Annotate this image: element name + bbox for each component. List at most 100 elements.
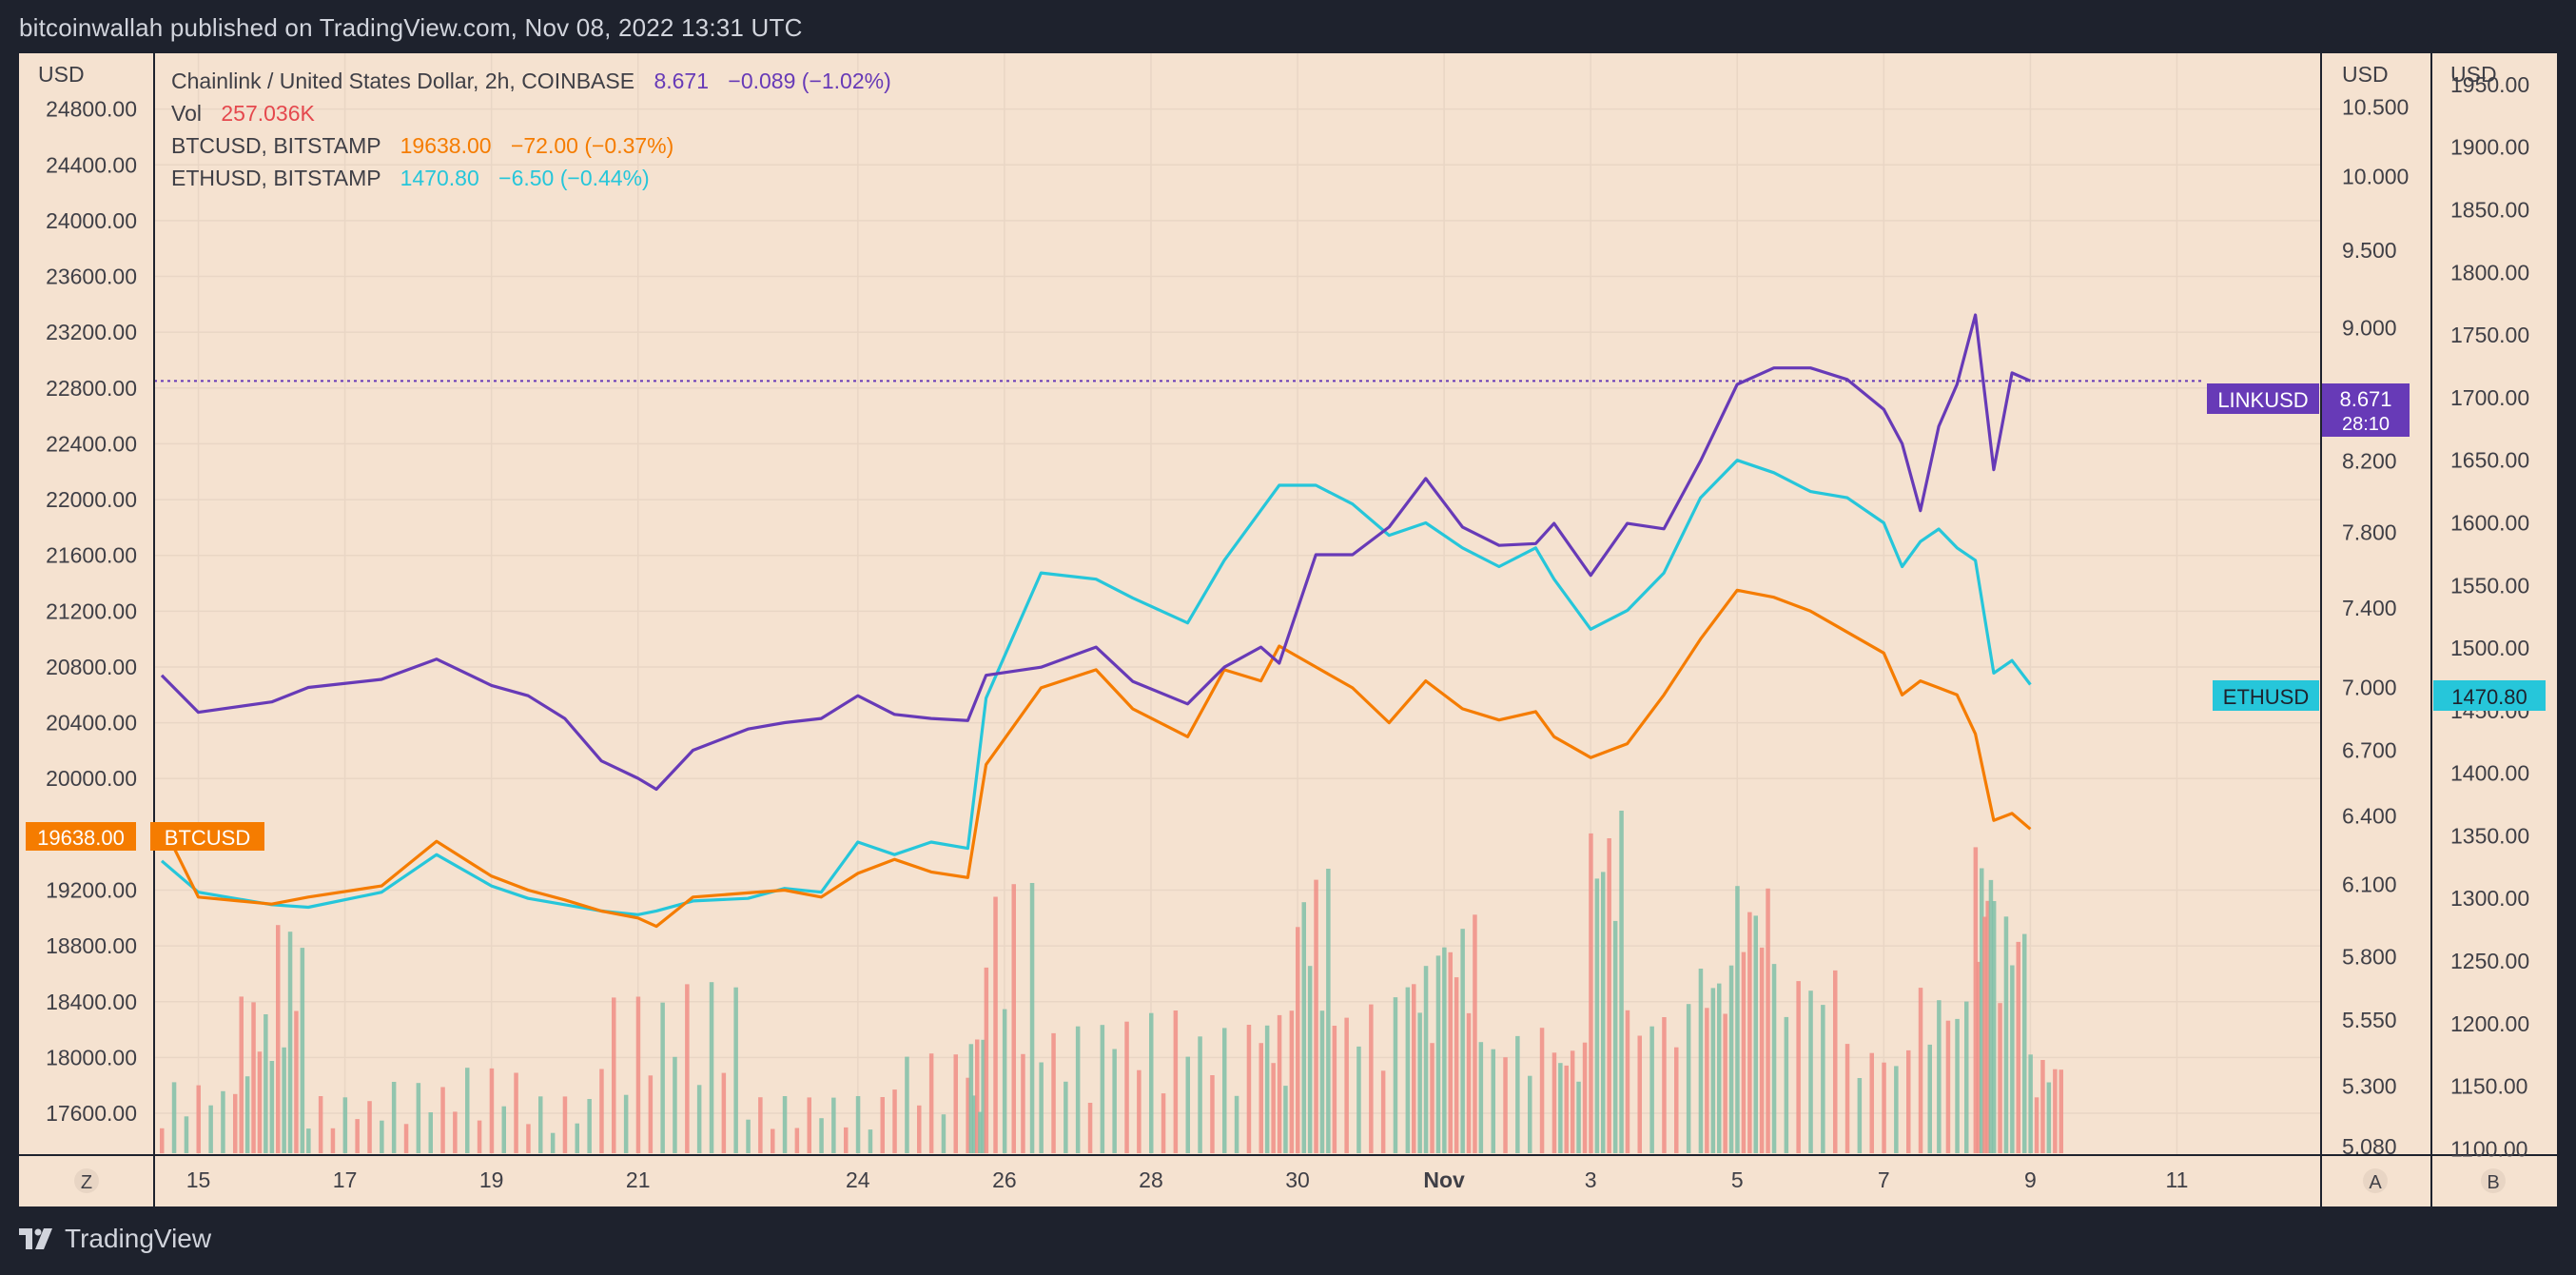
volume-bar xyxy=(1625,1010,1630,1153)
volume-bar xyxy=(1576,1081,1581,1153)
volume-bar xyxy=(2028,1054,2033,1153)
link-tick-label: 6.400 xyxy=(2342,803,2397,828)
btc-price-name: BTCUSD xyxy=(165,826,250,850)
volume-bar xyxy=(1589,833,1593,1153)
volume-bar xyxy=(1435,955,1441,1153)
link-tick-label: 10.500 xyxy=(2342,94,2409,119)
volume-bar xyxy=(2046,1082,2052,1153)
volume-bar xyxy=(562,1096,568,1153)
volume-bar xyxy=(1594,878,1600,1153)
legend-btc[interactable]: BTCUSD, BITSTAMP 19638.00 −72.00 (−0.37%… xyxy=(171,133,673,158)
volume-bar xyxy=(844,1127,849,1153)
x-tick-label: 21 xyxy=(626,1167,651,1192)
volume-bar xyxy=(1741,951,1747,1153)
left-axis-unit: USD xyxy=(38,62,85,87)
legend-btc-change: −72.00 (−0.37%) xyxy=(511,133,673,158)
btc-series-line xyxy=(160,588,2032,929)
legend-vol[interactable]: Vol 257.036K xyxy=(171,101,316,126)
volume-bar xyxy=(1405,987,1411,1153)
volume-bar xyxy=(1137,1069,1142,1153)
volume-bar xyxy=(1149,1012,1154,1153)
volume-bar xyxy=(2010,965,2015,1153)
volume-bar xyxy=(1796,981,1801,1153)
legend-eth[interactable]: ETHUSD, BITSTAMP 1470.80 −6.50 (−0.44%) xyxy=(171,166,650,190)
chart-area[interactable] xyxy=(19,53,2557,1206)
left-tick-label: 23200.00 xyxy=(46,320,137,344)
volume-bar xyxy=(1882,1062,1886,1153)
eth-tick-label: 1200.00 xyxy=(2450,1011,2529,1036)
volume-bar xyxy=(917,1105,922,1153)
volume-bar xyxy=(1821,1005,1825,1153)
volume-bar xyxy=(1637,1035,1642,1153)
volume-bar xyxy=(660,1002,665,1153)
left-tick-label: 21600.00 xyxy=(46,543,137,568)
volume-bar xyxy=(1808,991,1813,1153)
volume-bar xyxy=(1326,869,1331,1153)
volume-bar xyxy=(975,1039,980,1153)
volume-bar xyxy=(1264,1025,1270,1153)
volume-bar xyxy=(1918,988,1923,1153)
eth-tick-label: 1550.00 xyxy=(2450,573,2529,598)
volume-bar xyxy=(771,1128,775,1153)
left-tick-label: 24800.00 xyxy=(46,97,137,122)
volume-bar xyxy=(1988,879,1994,1153)
scale-button-b[interactable]: B xyxy=(2481,1168,2506,1193)
volume-bar xyxy=(1771,964,1777,1153)
volume-bar xyxy=(880,1097,885,1153)
volume-bar xyxy=(269,1061,275,1153)
volume-bar xyxy=(612,997,616,1153)
volume-bar xyxy=(868,1129,873,1153)
volume-bar xyxy=(892,1089,897,1153)
left-tick-label: 22000.00 xyxy=(46,487,137,512)
volume-bar xyxy=(1021,1053,1025,1153)
volume-bar xyxy=(709,982,714,1153)
link-tick-label: 5.800 xyxy=(2342,945,2397,970)
legend-link[interactable]: Chainlink / United States Dollar, 2h, CO… xyxy=(171,69,891,93)
volume-bar xyxy=(1296,927,1300,1153)
axis-tick-labels: 24800.00 24400.00 24000.00 23600.00 23200.00… xyxy=(46,72,2529,1192)
volume-bar xyxy=(1991,901,1997,1153)
volume-bar xyxy=(1985,900,1990,1153)
volume-bar xyxy=(1973,847,1979,1153)
volume-bar xyxy=(1075,1026,1081,1153)
legend-link-label: Chainlink / United States Dollar, 2h, CO… xyxy=(171,69,634,93)
volume-bar xyxy=(1503,1057,1508,1153)
volume-bar xyxy=(1735,886,1740,1153)
eth-tick-label: 1850.00 xyxy=(2450,197,2529,222)
x-tick-label: 3 xyxy=(1585,1167,1597,1192)
volume-bar xyxy=(1002,1009,1007,1153)
volume-bar xyxy=(968,1044,974,1153)
volume-bar xyxy=(1380,1070,1386,1153)
volume-bar xyxy=(794,1128,800,1153)
volume-bar xyxy=(1558,1063,1563,1153)
volume-bar xyxy=(981,1039,986,1153)
eth-tick-label: 1500.00 xyxy=(2450,636,2529,660)
eth-tick-label: 1100.00 xyxy=(2450,1136,2527,1161)
volume-bar xyxy=(984,967,989,1153)
volume-bar xyxy=(1393,997,1398,1153)
link-tick-label: 10.000 xyxy=(2342,165,2409,189)
link-countdown: 28:10 xyxy=(2342,414,2390,435)
tradingview-logo[interactable]: TradingView xyxy=(19,1224,211,1254)
volume-bar xyxy=(300,948,305,1153)
volume-bar xyxy=(1564,1065,1569,1153)
volume-bar xyxy=(1982,916,1987,1153)
volume-bar xyxy=(1705,1008,1709,1153)
volume-bar xyxy=(380,1120,384,1153)
volume-bar xyxy=(1844,1044,1850,1153)
volume-bar xyxy=(1198,1036,1202,1153)
tradingview-brand: TradingView xyxy=(65,1224,212,1253)
volume-bar xyxy=(355,1119,360,1153)
volume-bar xyxy=(1869,1052,1874,1153)
eth-axis-unit: USD xyxy=(2450,62,2497,87)
volume-bar xyxy=(1927,1044,1932,1153)
volume-bar xyxy=(1980,868,1984,1153)
scale-button-a[interactable]: A xyxy=(2363,1168,2388,1193)
x-tick-label: 17 xyxy=(333,1167,358,1192)
volume-bar xyxy=(1460,929,1465,1153)
eth-tick-label: 1300.00 xyxy=(2450,886,2529,911)
scale-button-z[interactable]: Z xyxy=(74,1168,99,1193)
link-axis-unit: USD xyxy=(2342,62,2389,87)
eth-tick-label: 1800.00 xyxy=(2450,260,2529,284)
